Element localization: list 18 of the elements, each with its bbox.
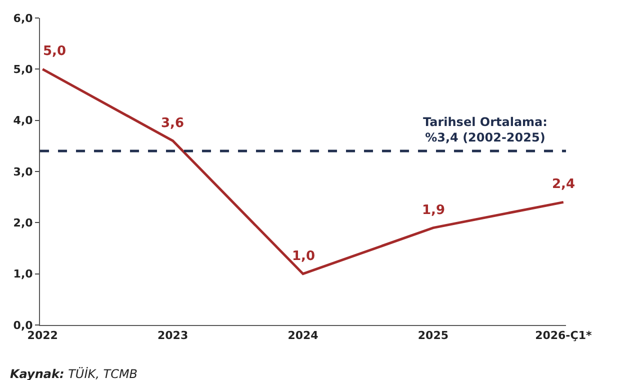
data-label: 2,4 xyxy=(552,177,576,192)
x-tick-label: 2024 xyxy=(288,329,319,342)
data-label: 1,0 xyxy=(292,249,316,264)
ref-line-label: Tarihsel Ortalama: %3,4 (2002-2025) xyxy=(423,115,548,145)
data-label: 1,9 xyxy=(422,203,446,218)
data-label: 3,6 xyxy=(161,116,184,131)
y-tick-label: 0,0 xyxy=(13,318,34,332)
y-tick-label: 2,0 xyxy=(13,216,34,230)
y-tick-label: 5,0 xyxy=(13,63,34,76)
y-tick-label: 6,0 xyxy=(13,12,34,25)
y-tick-label: 1,0 xyxy=(13,268,34,281)
y-tick-label: 4,0 xyxy=(13,114,34,128)
data-label: 5,0 xyxy=(43,44,66,59)
x-tick-label: 2023 xyxy=(157,329,188,342)
x-tick-label: 2025 xyxy=(418,329,449,342)
x-tick-label: 2026-Ç1* xyxy=(535,329,592,342)
x-tick-label: 2022 xyxy=(27,329,58,342)
y-tick-label: 3,0 xyxy=(13,165,34,178)
